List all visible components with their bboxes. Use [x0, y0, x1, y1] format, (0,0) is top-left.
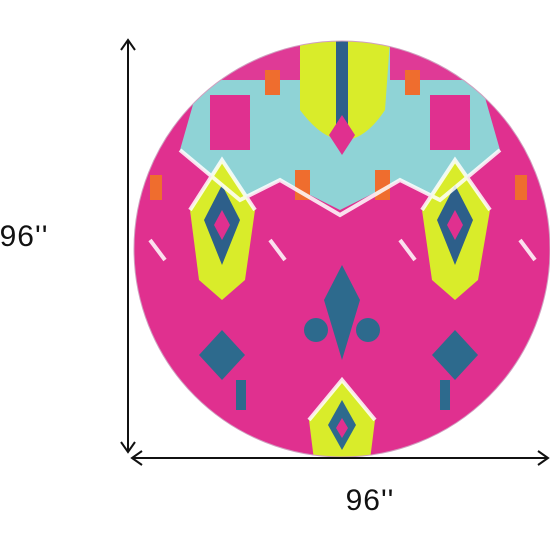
- width-arrow: [130, 450, 550, 466]
- height-arrow: [120, 38, 136, 454]
- rug: [134, 41, 550, 457]
- width-label: 96'': [346, 484, 395, 517]
- height-label: 96'': [0, 220, 48, 253]
